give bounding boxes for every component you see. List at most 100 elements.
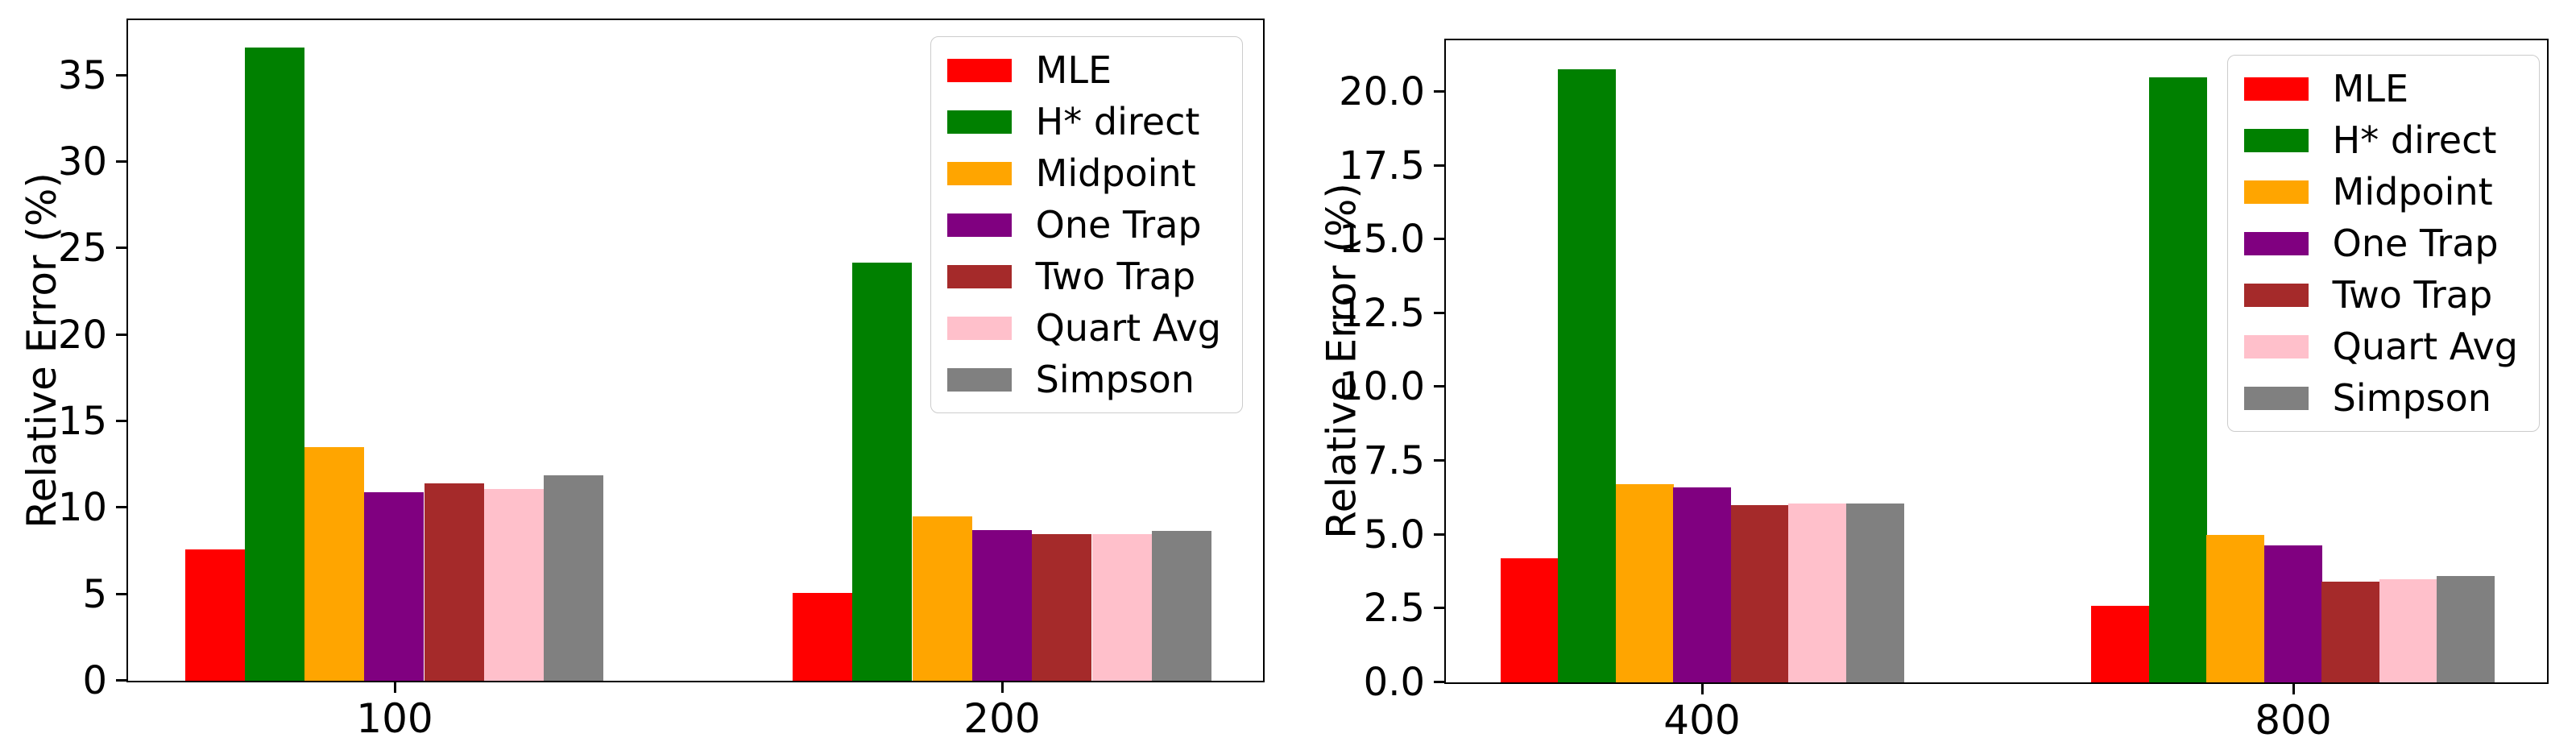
bar-one-trap-800 <box>2264 545 2322 682</box>
legend: MLE H* direct Midpoint One Trap Two Trap Quar… <box>2226 55 2540 432</box>
legend-swatch-icon <box>2243 231 2309 255</box>
y-tick-label: 7.5 <box>1363 438 1425 483</box>
legend-item: One Trap <box>946 203 1221 247</box>
legend-item-label: One Trap <box>2332 222 2499 265</box>
bar-quart-avg-100 <box>484 489 544 681</box>
bar-midpoint-100 <box>304 447 364 681</box>
legend: MLE H* direct Midpoint One Trap Two Trap Quar… <box>930 36 1243 413</box>
bar-quart-avg-400 <box>1788 504 1846 682</box>
x-tick-label: 200 <box>963 695 1041 742</box>
y-tick-label: 12.5 <box>1339 291 1425 336</box>
bar-h-direct-800 <box>2149 77 2207 682</box>
y-axis-label: Relative Error (%) <box>1318 183 1365 539</box>
bar-h-direct-400 <box>1558 69 1616 682</box>
y-tick-label: 15.0 <box>1339 217 1425 262</box>
x-tick-label: 100 <box>356 695 433 742</box>
legend-item: Midpoint <box>946 151 1221 195</box>
legend-swatch-icon <box>2243 283 2309 307</box>
legend-swatch-icon <box>946 213 1012 237</box>
bar-two-trap-800 <box>2321 582 2379 682</box>
bar-one-trap-400 <box>1673 487 1731 682</box>
y-tick-mark <box>1434 385 1446 388</box>
legend-item: MLE <box>946 48 1221 92</box>
y-tick-mark <box>1434 164 1446 167</box>
y-tick-label: 35 <box>57 53 107 98</box>
bar-mle-100 <box>185 549 245 681</box>
x-tick-mark <box>2292 682 2295 694</box>
y-tick-label: 20.0 <box>1339 69 1425 114</box>
bar-one-trap-100 <box>364 492 424 681</box>
plot-area: 0 5 10 15 20 25 30 35 100 200 MLE H* direct Midpoint… <box>58 19 1265 739</box>
legend-swatch-icon <box>946 161 1012 185</box>
bar-two-trap-200 <box>1032 534 1091 681</box>
legend-swatch-icon <box>2243 180 2309 204</box>
y-tick-label: 20 <box>57 313 107 358</box>
y-tick-label: 10.0 <box>1339 364 1425 409</box>
bar-two-trap-100 <box>425 483 484 681</box>
y-tick-label: 0 <box>82 658 107 703</box>
legend-swatch-icon <box>946 264 1012 288</box>
legend-item: MLE <box>2243 67 2518 110</box>
legend-item-label: Midpoint <box>1035 151 1196 195</box>
legend-item-label: H* direct <box>1035 100 1200 143</box>
legend-item-label: Two Trap <box>1035 255 1196 298</box>
bar-simpson-400 <box>1846 504 1904 682</box>
legend-item-label: Midpoint <box>2332 170 2493 213</box>
y-tick-mark <box>116 334 128 336</box>
legend-item-label: MLE <box>1035 48 1112 92</box>
legend-item: Quart Avg <box>2243 325 2518 368</box>
legend-item: Two Trap <box>946 255 1221 298</box>
y-tick-label: 5.0 <box>1363 512 1425 557</box>
y-tick-mark <box>116 593 128 595</box>
y-tick-mark <box>1434 533 1446 536</box>
legend-item: Simpson <box>946 358 1221 401</box>
legend-item-label: Simpson <box>1035 358 1195 401</box>
y-tick-label: 2.5 <box>1363 586 1425 631</box>
y-tick-mark <box>116 160 128 163</box>
y-tick-label: 25 <box>57 226 107 271</box>
x-tick-mark <box>1701 682 1704 694</box>
bar-two-trap-400 <box>1731 505 1789 682</box>
legend-swatch-icon <box>946 58 1012 82</box>
legend-item-label: Quart Avg <box>2332 325 2518 368</box>
x-tick-mark <box>1001 681 1004 693</box>
legend-swatch-icon <box>946 316 1012 340</box>
bar-one-trap-200 <box>972 530 1032 681</box>
y-tick-mark <box>1434 90 1446 93</box>
bar-mle-200 <box>793 593 852 681</box>
y-tick-mark <box>1434 681 1446 683</box>
legend-swatch-icon <box>946 367 1012 392</box>
legend-item-label: H* direct <box>2332 118 2497 162</box>
legend-item: H* direct <box>2243 118 2518 162</box>
legend-item-label: Simpson <box>2332 376 2491 420</box>
y-tick-mark <box>116 247 128 249</box>
legend-item: Midpoint <box>2243 170 2518 213</box>
legend-item-label: One Trap <box>1035 203 1202 247</box>
y-tick-mark <box>1434 238 1446 240</box>
y-tick-mark <box>1434 312 1446 314</box>
plot-area: 0.0 2.5 5.0 7.5 10.0 12.5 15.0 17.5 20.0 400 800 ML… <box>1339 39 2549 740</box>
y-tick-mark <box>1434 459 1446 462</box>
x-tick-mark <box>394 681 396 693</box>
legend-item-label: Two Trap <box>2332 273 2493 317</box>
legend-item-label: MLE <box>2332 67 2409 110</box>
legend-swatch-icon <box>2243 386 2309 410</box>
legend-item: H* direct <box>946 100 1221 143</box>
y-tick-label: 0.0 <box>1363 660 1425 705</box>
bar-mle-400 <box>1501 558 1559 682</box>
y-tick-mark <box>1434 607 1446 609</box>
bar-simpson-800 <box>2437 576 2495 682</box>
y-tick-mark <box>116 679 128 682</box>
y-tick-mark <box>116 74 128 77</box>
bar-h-direct-100 <box>245 48 304 681</box>
bar-midpoint-400 <box>1616 484 1674 682</box>
bar-midpoint-800 <box>2206 535 2264 682</box>
legend-swatch-icon <box>2243 334 2309 358</box>
legend-item: One Trap <box>2243 222 2518 265</box>
bar-simpson-100 <box>544 475 603 681</box>
legend-item-label: Quart Avg <box>1035 306 1221 350</box>
y-tick-mark <box>116 506 128 508</box>
x-tick-label: 800 <box>2255 697 2332 744</box>
